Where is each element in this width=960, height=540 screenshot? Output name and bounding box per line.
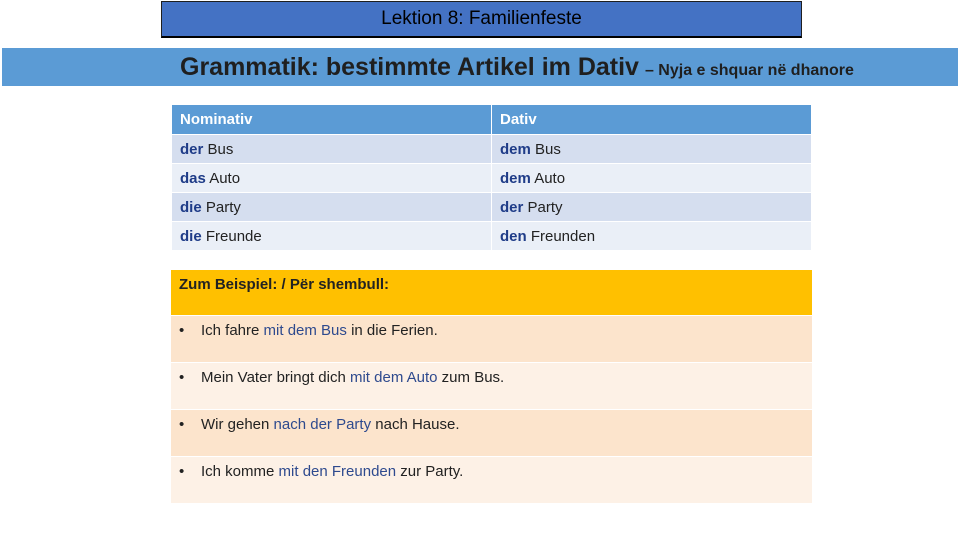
- example-highlight: nach der Party: [273, 416, 372, 433]
- dativ-noun: Bus: [535, 140, 561, 158]
- bullet: •: [179, 369, 185, 386]
- article-table: Nominativ Dativ der Bus dem Bus das Auto…: [171, 104, 812, 251]
- dativ-cell: dem Auto: [491, 163, 812, 193]
- examples-heading: Zum Beispiel: / Për shembull:: [171, 270, 812, 316]
- lesson-title-box: Lektion 8: Familienfeste: [161, 1, 802, 38]
- example-text: Wir gehen: [201, 416, 274, 433]
- dativ-article: der: [500, 198, 524, 216]
- table-row: der Bus dem Bus: [171, 134, 812, 164]
- nominativ-article: die: [180, 198, 202, 216]
- nominativ-noun: Party: [205, 198, 241, 216]
- title-subtitle: – Nyja e shquar në dhanore: [644, 62, 854, 79]
- dativ-article: den: [500, 227, 527, 245]
- nominativ-noun: Freunde: [205, 227, 262, 245]
- nominativ-cell: die Freunde: [171, 221, 492, 251]
- example-text: nach Hause.: [371, 416, 460, 433]
- example-text: in die Ferien.: [346, 322, 438, 339]
- nominativ-cell: die Party: [171, 192, 492, 222]
- nominativ-cell: das Auto: [171, 163, 492, 193]
- title-main: Grammatik: bestimmte Artikel im Dativ: [180, 53, 639, 81]
- lesson-title: Lektion 8: Familienfeste: [381, 8, 582, 29]
- list-item: • Ich komme mit den Freunden zur Party.: [171, 457, 812, 504]
- examples-box: Zum Beispiel: / Për shembull: • Ich fahre…: [171, 270, 812, 504]
- dativ-article: dem: [500, 140, 531, 158]
- example-highlight: mit dem Auto: [349, 369, 438, 386]
- list-item: • Wir gehen nach der Party nach Hause.: [171, 410, 812, 457]
- dativ-noun: Freunden: [530, 227, 596, 245]
- list-item: • Mein Vater bringt dich mit dem Auto zum…: [171, 363, 812, 410]
- table-row: das Auto dem Auto: [171, 163, 812, 193]
- bullet: •: [179, 463, 185, 480]
- example-text: zur Party.: [396, 463, 464, 480]
- table-row: die Freunde den Freunden: [171, 221, 812, 251]
- dativ-cell: dem Bus: [491, 134, 812, 164]
- bullet: •: [179, 416, 185, 433]
- nominativ-cell: der Bus: [171, 134, 492, 164]
- example-text: Ich komme: [201, 463, 279, 480]
- dativ-noun: Auto: [534, 169, 566, 187]
- table-header-row: Nominativ Dativ: [171, 104, 812, 135]
- page-title: Grammatik: bestimmte Artikel im Dativ – …: [180, 53, 854, 87]
- dativ-article: dem: [500, 169, 531, 187]
- dativ-noun: Party: [527, 198, 563, 216]
- bullet: •: [179, 322, 185, 339]
- title-band: [2, 48, 958, 86]
- example-highlight: mit dem Bus: [263, 322, 347, 339]
- header-nominativ: Nominativ: [171, 104, 492, 135]
- table-row: die Party der Party: [171, 192, 812, 222]
- nominativ-noun: Auto: [209, 169, 241, 187]
- list-item: • Ich fahre mit dem Bus in die Ferien.: [171, 316, 812, 363]
- nominativ-article: der: [180, 140, 204, 158]
- header-dativ: Dativ: [491, 104, 812, 135]
- nominativ-article: das: [180, 169, 206, 187]
- nominativ-noun: Bus: [207, 140, 234, 158]
- nominativ-article: die: [180, 227, 202, 245]
- dativ-cell: den Freunden: [491, 221, 812, 251]
- example-highlight: mit den Freunden: [278, 463, 397, 480]
- example-text: Mein Vater bringt dich: [201, 369, 350, 386]
- dativ-cell: der Party: [491, 192, 812, 222]
- example-text: Ich fahre: [201, 322, 264, 339]
- example-text: zum Bus.: [437, 369, 505, 386]
